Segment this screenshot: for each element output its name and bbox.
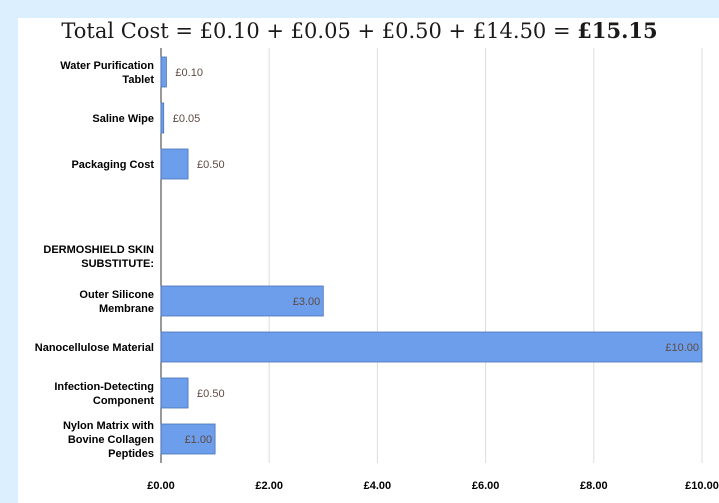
- x-tick-label: £10.00: [685, 480, 719, 492]
- title-formula: Total Cost = £0.10 + £0.05 + £0.50 + £14…: [61, 19, 578, 43]
- bar: [160, 377, 189, 409]
- category-label: Water Purification: [60, 60, 154, 72]
- bar: [160, 56, 167, 88]
- data-label: £0.50: [197, 388, 225, 400]
- data-label: £0.10: [175, 67, 203, 79]
- x-tick-label: £8.00: [580, 480, 608, 492]
- bar: [160, 102, 165, 134]
- category-label: Nanocellulose Material: [35, 342, 154, 354]
- x-tick-label: £6.00: [472, 480, 500, 492]
- bar: [160, 148, 189, 180]
- x-tick-label: £0.00: [147, 480, 175, 492]
- category-label: DERMOSHIELD SKIN: [43, 244, 154, 256]
- data-label: £3.00: [293, 296, 321, 308]
- category-label: Peptides: [108, 448, 154, 460]
- category-label: Nylon Matrix with: [63, 420, 154, 432]
- title-total: £15.15: [577, 18, 658, 43]
- category-label: Saline Wipe: [92, 113, 154, 125]
- category-label: Component: [93, 395, 154, 407]
- chart-panel: [18, 18, 719, 503]
- category-label: Bovine Collagen: [68, 434, 154, 446]
- category-label: Membrane: [99, 303, 154, 315]
- data-label: £10.00: [665, 342, 699, 354]
- chart-title: Total Cost = £0.10 + £0.05 + £0.50 + £14…: [0, 18, 719, 43]
- category-label: Tablet: [122, 74, 154, 86]
- category-label: Packaging Cost: [71, 159, 154, 171]
- data-label: £1.00: [185, 434, 213, 446]
- data-label: £0.05: [173, 113, 201, 125]
- category-label: Outer Silicone: [79, 289, 154, 301]
- x-tick-label: £2.00: [255, 480, 283, 492]
- bar: [160, 331, 703, 363]
- x-tick-label: £4.00: [364, 480, 392, 492]
- category-label: Infection-Detecting: [54, 381, 154, 393]
- bar: [160, 285, 324, 317]
- data-label: £0.50: [197, 159, 225, 171]
- bar: [160, 423, 216, 455]
- category-label: SUBSTITUTE:: [81, 258, 154, 270]
